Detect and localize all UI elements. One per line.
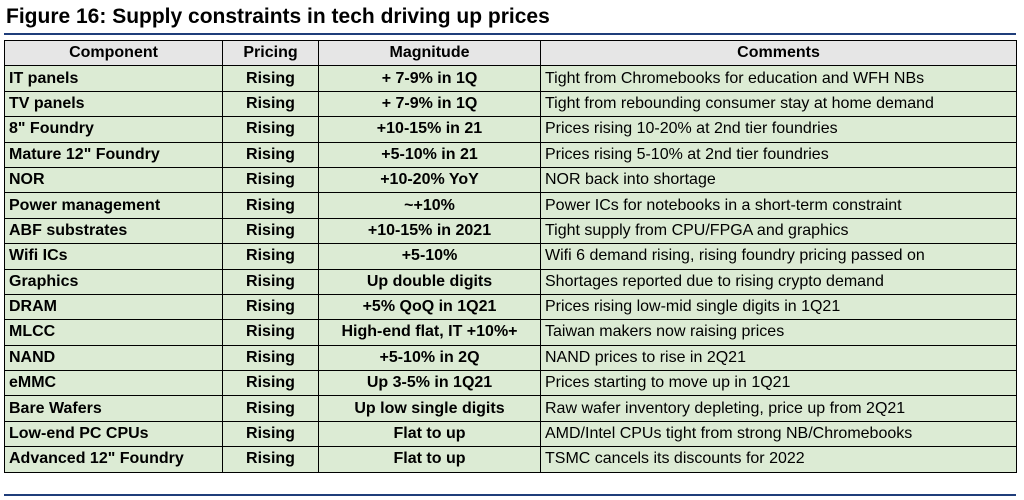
magnitude-cell: +10-15% in 2021 [318,217,541,245]
table-row: Low-end PC CPUs Rising Flat to up AMD/Intel… [4,420,1017,448]
table-row: Advanced 12" Foundry Rising Flat to up TSMC… [4,446,1017,473]
magnitude-cell: + 7-9% in 1Q [318,65,541,92]
pricing-cell: Rising [222,395,319,422]
magnitude-cell: High-end flat, IT +10%+ [318,319,541,346]
table-row: Wifi ICs Rising +5-10% Wifi 6 demand rising… [4,243,1017,270]
pricing-cell: Rising [222,446,319,473]
comments-cell: Tight supply from CPU/FPGA and graphics [540,217,1017,245]
magnitude-cell: +5-10% [318,243,541,270]
comments-cell: TSMC cancels its discounts for 2022 [540,446,1017,473]
comments-cell: Prices rising low-mid single digits in 1… [540,293,1017,321]
component-cell: Advanced 12" Foundry [4,446,223,473]
magnitude-cell: +5% QoQ in 1Q21 [318,293,541,321]
comments-cell: Raw wafer inventory depleting, price up … [540,395,1017,422]
pricing-cell: Rising [222,293,319,321]
magnitude-cell: Up 3-5% in 1Q21 [318,370,541,397]
magnitude-cell: Flat to up [318,420,541,448]
table-row: Power management Rising ~+10% Power ICs for… [4,192,1017,219]
pricing-cell: Rising [222,243,319,270]
component-cell: Wifi ICs [4,243,223,270]
comments-cell: Prices rising 5-10% at 2nd tier foundrie… [540,141,1017,168]
header-row: Component Pricing Magnitude Comments [4,39,1017,67]
pricing-cell: Rising [222,370,319,397]
component-cell: ABF substrates [4,217,223,245]
component-cell: DRAM [4,293,223,321]
comments-cell: NAND prices to rise in 2Q21 [540,344,1017,372]
table-row: ABF substrates Rising +10-15% in 2021 Tight… [4,217,1017,245]
pricing-cell: Rising [222,166,319,194]
magnitude-cell: Up low single digits [318,395,541,422]
component-cell: MLCC [4,319,223,346]
magnitude-cell: +10-15% in 21 [318,116,541,143]
comments-cell: Prices rising 10-20% at 2nd tier foundri… [540,116,1017,143]
table-row: TV panels Rising + 7-9% in 1Q Tight from re… [4,90,1017,118]
table-row: eMMC Rising Up 3-5% in 1Q21 Prices starting… [4,370,1017,397]
component-cell: TV panels [4,90,223,118]
component-cell: Bare Wafers [4,395,223,422]
component-cell: Graphics [4,268,223,295]
comments-cell: Prices starting to move up in 1Q21 [540,370,1017,397]
table-row: Bare Wafers Rising Up low single digits Raw… [4,395,1017,422]
table-row: NAND Rising +5-10% in 2Q NAND prices to ris… [4,344,1017,372]
magnitude-cell: Flat to up [318,446,541,473]
pricing-cell: Rising [222,192,319,219]
pricing-cell: Rising [222,116,319,143]
pricing-cell: Rising [222,420,319,448]
magnitude-cell: +5-10% in 2Q [318,344,541,372]
header-comments: Comments [540,39,1017,67]
pricing-cell: Rising [222,217,319,245]
pricing-cell: Rising [222,344,319,372]
table-row: MLCC Rising High-end flat, IT +10%+ Taiwan … [4,319,1017,346]
table-row: IT panels Rising + 7-9% in 1Q Tight from Ch… [4,65,1017,92]
component-cell: NAND [4,344,223,372]
component-cell: Mature 12" Foundry [4,141,223,168]
pricing-cell: Rising [222,268,319,295]
bottom-rule [4,494,1016,496]
table-row: 8" Foundry Rising +10-15% in 21 Prices risi… [4,116,1017,143]
comments-cell: Taiwan makers now raising prices [540,319,1017,346]
comments-cell: Shortages reported due to rising crypto … [540,268,1017,295]
top-rule [4,33,1016,35]
pricing-cell: Rising [222,319,319,346]
pricing-cell: Rising [222,65,319,92]
component-cell: IT panels [4,65,223,92]
component-cell: 8" Foundry [4,116,223,143]
header-pricing: Pricing [222,39,319,67]
table-row: Mature 12" Foundry Rising +5-10% in 21 Pric… [4,141,1017,168]
component-cell: Low-end PC CPUs [4,420,223,448]
header-component: Component [4,39,223,67]
comments-cell: AMD/Intel CPUs tight from strong NB/Chro… [540,420,1017,448]
magnitude-cell: +5-10% in 21 [318,141,541,168]
comments-cell: Tight from rebounding consumer stay at h… [540,90,1017,118]
component-cell: Power management [4,192,223,219]
magnitude-cell: +10-20% YoY [318,166,541,194]
comments-cell: Power ICs for notebooks in a short-term … [540,192,1017,219]
comments-cell: Tight from Chromebooks for education and… [540,65,1017,92]
table-row: NOR Rising +10-20% YoY NOR back into shorta… [4,166,1017,194]
header-magnitude: Magnitude [318,39,541,67]
comments-cell: Wifi 6 demand rising, rising foundry pri… [540,243,1017,270]
component-cell: eMMC [4,370,223,397]
figure-title: Figure 16: Supply constraints in tech dr… [6,5,550,28]
component-cell: NOR [4,166,223,194]
supply-constraints-table: Component Pricing Magnitude Comments IT … [4,39,1017,473]
comments-cell: NOR back into shortage [540,166,1017,194]
pricing-cell: Rising [222,90,319,118]
magnitude-cell: + 7-9% in 1Q [318,90,541,118]
table-row: Graphics Rising Up double digits Shortages … [4,268,1017,295]
table-row: DRAM Rising +5% QoQ in 1Q21 Prices rising l… [4,293,1017,321]
pricing-cell: Rising [222,141,319,168]
magnitude-cell: Up double digits [318,268,541,295]
magnitude-cell: ~+10% [318,192,541,219]
